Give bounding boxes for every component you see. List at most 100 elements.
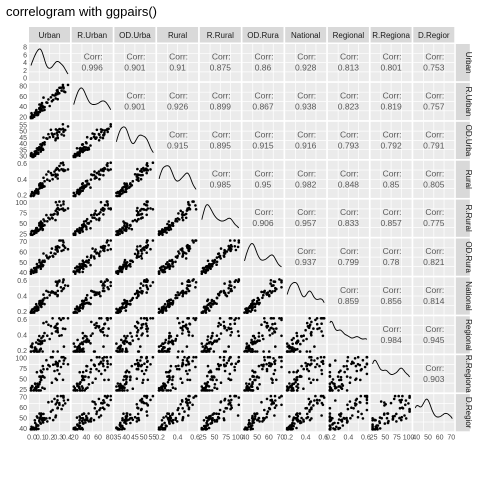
data-point bbox=[296, 383, 300, 386]
data-point bbox=[86, 386, 89, 390]
data-point bbox=[109, 355, 112, 359]
data-point bbox=[63, 402, 67, 405]
data-point bbox=[159, 344, 163, 348]
corr-label: Corr: bbox=[340, 246, 359, 256]
data-point bbox=[210, 298, 214, 302]
data-point bbox=[149, 317, 152, 320]
data-point bbox=[269, 282, 272, 285]
data-point bbox=[151, 239, 155, 242]
corr-value: 0.957 bbox=[295, 218, 317, 228]
data-point bbox=[383, 412, 386, 416]
data-point bbox=[131, 219, 135, 223]
data-point bbox=[178, 252, 181, 255]
data-point bbox=[320, 401, 324, 405]
data-point bbox=[399, 400, 403, 404]
data-point bbox=[187, 334, 191, 337]
data-point bbox=[204, 428, 207, 431]
data-point bbox=[102, 399, 105, 402]
data-point bbox=[102, 364, 105, 368]
data-point bbox=[296, 418, 300, 422]
data-point bbox=[78, 154, 81, 157]
data-point bbox=[378, 420, 381, 423]
data-point bbox=[45, 358, 48, 362]
data-point bbox=[343, 370, 347, 374]
data-point bbox=[229, 243, 233, 247]
data-point bbox=[35, 147, 39, 150]
data-point bbox=[290, 384, 294, 387]
x-tick-label: 40 bbox=[82, 434, 90, 441]
data-point bbox=[123, 421, 126, 424]
data-point bbox=[61, 327, 65, 330]
y-tick-label: 0.6 bbox=[17, 317, 27, 324]
data-point bbox=[166, 222, 169, 226]
data-point bbox=[213, 386, 216, 390]
data-point bbox=[121, 389, 124, 392]
data-point bbox=[94, 377, 97, 381]
data-point bbox=[29, 272, 33, 276]
data-point bbox=[207, 426, 211, 430]
data-point bbox=[168, 421, 171, 424]
data-point bbox=[61, 123, 65, 126]
data-point bbox=[99, 361, 102, 365]
data-point bbox=[223, 399, 226, 402]
strip-top-label: Regional bbox=[333, 31, 365, 40]
data-point bbox=[177, 212, 180, 215]
data-point bbox=[43, 296, 46, 300]
data-point bbox=[253, 336, 257, 340]
data-point bbox=[106, 164, 109, 168]
data-point bbox=[204, 311, 208, 314]
corr-label: Corr: bbox=[383, 285, 402, 295]
data-point bbox=[29, 115, 33, 118]
data-point bbox=[51, 291, 54, 294]
data-point bbox=[269, 279, 273, 282]
data-point bbox=[213, 301, 216, 305]
data-point bbox=[62, 317, 65, 320]
data-point bbox=[296, 340, 300, 343]
data-point bbox=[161, 233, 164, 237]
data-point bbox=[59, 204, 63, 207]
data-point bbox=[312, 404, 315, 407]
data-point bbox=[90, 320, 93, 324]
data-point bbox=[139, 291, 143, 294]
data-point bbox=[202, 349, 206, 352]
data-point bbox=[170, 383, 174, 386]
data-point bbox=[345, 416, 348, 420]
data-point bbox=[168, 416, 171, 420]
data-point bbox=[334, 359, 337, 362]
data-point bbox=[107, 327, 110, 330]
data-point bbox=[51, 177, 54, 181]
strip-top-Rural bbox=[157, 27, 199, 43]
data-point bbox=[339, 412, 343, 416]
data-point bbox=[243, 428, 246, 431]
data-point bbox=[43, 259, 46, 263]
data-point bbox=[123, 334, 126, 338]
data-point bbox=[66, 247, 70, 251]
data-point bbox=[99, 136, 102, 139]
data-point bbox=[56, 129, 59, 132]
data-point bbox=[219, 400, 222, 404]
data-point bbox=[332, 382, 335, 385]
y-tick-label: 100 bbox=[15, 356, 27, 363]
y-tick-label: 70 bbox=[19, 395, 27, 402]
data-point bbox=[48, 135, 51, 139]
data-point bbox=[267, 364, 271, 368]
corr-value: 0.757 bbox=[423, 102, 445, 112]
data-point bbox=[41, 418, 44, 422]
strip-right-label: D.Regior bbox=[464, 397, 473, 429]
data-point bbox=[265, 367, 269, 371]
data-point bbox=[109, 398, 112, 402]
corr-value: 0.775 bbox=[423, 218, 445, 228]
x-tick-label: 35 bbox=[114, 434, 122, 441]
data-point bbox=[171, 413, 174, 416]
data-point bbox=[146, 359, 149, 363]
data-point bbox=[391, 418, 395, 421]
data-point bbox=[62, 345, 66, 348]
data-point bbox=[76, 307, 79, 310]
data-point bbox=[151, 161, 155, 164]
data-point bbox=[58, 280, 61, 283]
data-point bbox=[217, 293, 221, 297]
data-point bbox=[269, 394, 273, 398]
data-point bbox=[245, 382, 248, 385]
data-point bbox=[178, 412, 181, 416]
data-point bbox=[208, 350, 211, 353]
